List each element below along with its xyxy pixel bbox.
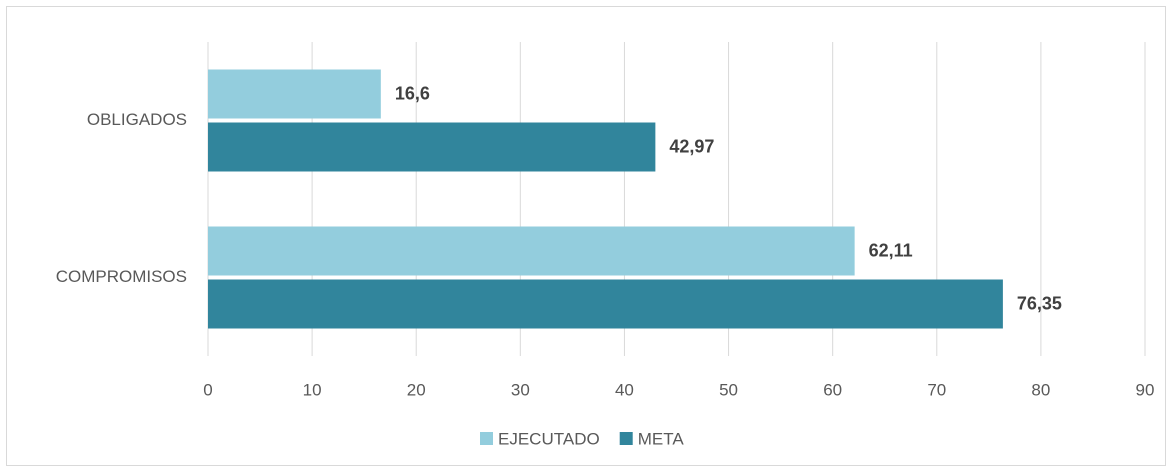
bar bbox=[208, 69, 381, 119]
legend-label: EJECUTADO bbox=[498, 429, 600, 448]
legend-swatch bbox=[480, 432, 493, 445]
x-tick-label: 10 bbox=[303, 380, 322, 399]
legend-swatch bbox=[619, 432, 633, 445]
x-tick-label: 80 bbox=[1031, 380, 1050, 399]
value-label: 16,6 bbox=[395, 83, 430, 103]
x-tick-label: 90 bbox=[1136, 380, 1155, 399]
x-tick-label: 40 bbox=[615, 380, 634, 399]
value-label: 62,11 bbox=[869, 240, 913, 260]
x-tick-label: 60 bbox=[823, 380, 842, 399]
value-label: 76,35 bbox=[1017, 293, 1062, 313]
x-tick-label: 0 bbox=[203, 380, 212, 399]
value-label: 42,97 bbox=[669, 136, 714, 156]
x-tick-label: 50 bbox=[719, 380, 738, 399]
y-tick-label: COMPROMISOS bbox=[56, 267, 187, 286]
y-tick-label: OBLIGADOS bbox=[87, 110, 187, 129]
x-tick-label: 20 bbox=[407, 380, 426, 399]
x-tick-label: 30 bbox=[511, 380, 530, 399]
x-tick-label: 70 bbox=[927, 380, 946, 399]
legend-label: META bbox=[638, 429, 685, 448]
bar bbox=[208, 226, 855, 276]
bar bbox=[208, 279, 1003, 329]
bar bbox=[208, 122, 656, 172]
